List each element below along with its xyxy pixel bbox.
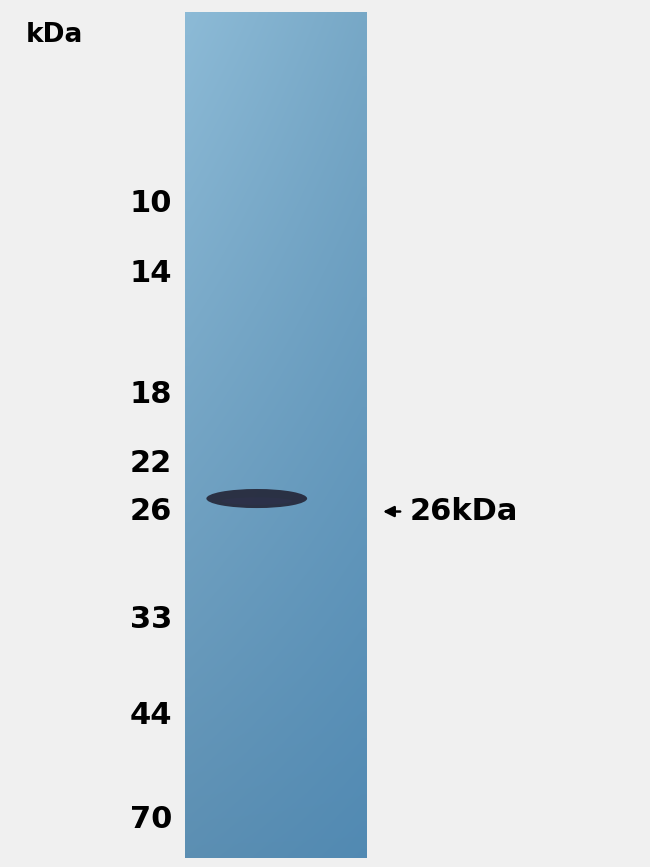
Text: 10: 10 [130,189,172,218]
Text: 33: 33 [130,605,172,635]
Text: 26kDa: 26kDa [410,497,518,526]
Text: 22: 22 [130,449,172,479]
Text: kDa: kDa [26,22,83,48]
Text: 44: 44 [130,701,172,730]
Text: 70: 70 [130,805,172,834]
Text: 14: 14 [130,258,172,288]
Ellipse shape [222,498,292,505]
Text: 26: 26 [130,497,172,526]
Text: 18: 18 [130,380,172,409]
Ellipse shape [207,489,307,508]
